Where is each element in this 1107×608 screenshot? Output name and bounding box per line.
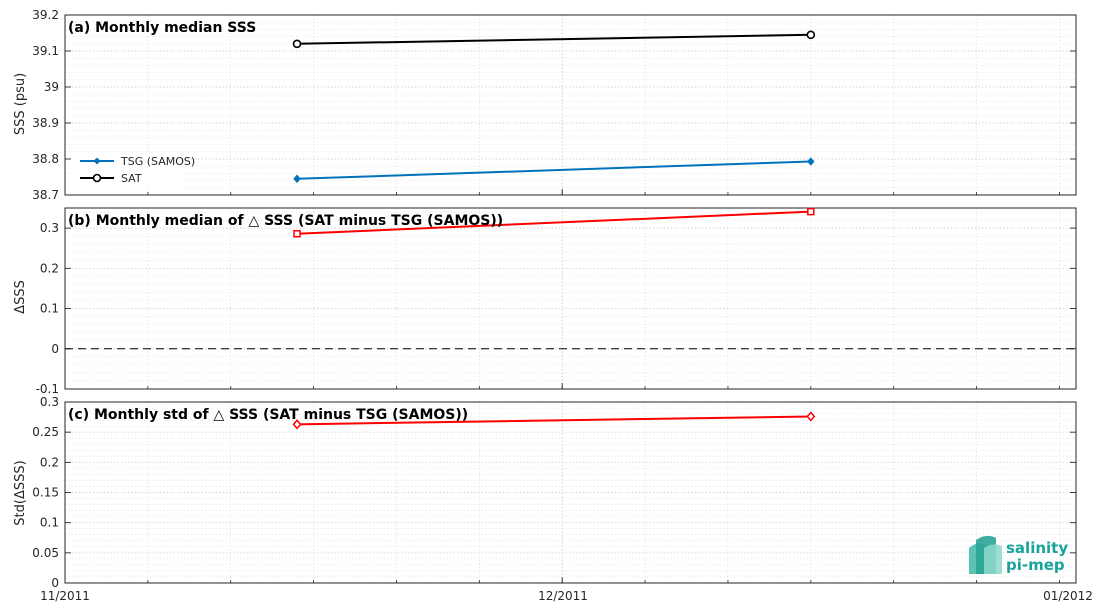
- legend-sat-marker: [92, 173, 102, 183]
- y-tick-label: 39: [44, 80, 59, 94]
- panel-c-ylabel: Std(ΔSSS): [13, 460, 28, 525]
- y-tick-label: 0.2: [40, 261, 59, 275]
- data-point: [292, 419, 302, 430]
- logo-line1: salinity: [1006, 539, 1068, 557]
- axes-box: [64, 14, 1077, 196]
- y-tick-label: 0: [51, 342, 59, 356]
- legend-sat-label: SAT: [121, 172, 142, 185]
- data-point: [807, 157, 815, 166]
- y-tick-label: 0.1: [40, 302, 59, 316]
- y-tick-label: 0.3: [40, 395, 59, 409]
- y-tick-label: -0.1: [36, 382, 59, 396]
- series-line-0: [296, 210, 811, 235]
- axes-box: [64, 401, 1077, 584]
- y-tick-label: 0: [51, 576, 59, 590]
- series-line-1: [297, 33, 811, 45]
- data-point: [293, 229, 301, 238]
- y-tick-label: 0.1: [40, 516, 59, 530]
- series-line-0: [297, 415, 811, 426]
- y-tick-label: 39.1: [32, 44, 59, 58]
- data-point: [292, 39, 302, 49]
- legend-tsg-label: TSG (SAMOS): [120, 155, 195, 168]
- y-tick-label: 0.25: [32, 425, 59, 439]
- panel-a-title: (a) Monthly median SSS: [68, 20, 256, 36]
- y-tick-label: 0.05: [32, 546, 59, 560]
- panel-a-ylabel: SSS (psu): [13, 73, 28, 135]
- panel-b-ylabel: ΔSSS: [13, 280, 28, 314]
- x-tick-label-1: 12/2011: [538, 589, 588, 603]
- data-point: [807, 207, 815, 216]
- panel-2: 0 0.05 0.1 0.15 0.2 0.25 0.3: [32, 395, 1077, 590]
- series-line-0: [296, 160, 811, 180]
- y-tick-label: 39.2: [32, 8, 59, 22]
- salinity-pi-mep-logo: salinity pi-mep: [969, 535, 1068, 574]
- legend-tsg-marker: [93, 157, 101, 165]
- panel-b-title: (b) Monthly median of △ SSS (SAT minus T…: [68, 213, 503, 229]
- x-tick-label-2: 01/2012: [1043, 589, 1093, 603]
- y-tick-label: 38.8: [32, 152, 59, 166]
- panel-1: -0.1 0 0.1 0.2 0.3: [36, 207, 1077, 396]
- panel-c-title: (c) Monthly std of △ SSS (SAT minus TSG …: [68, 407, 468, 423]
- x-tick-label-0: 11/2011: [40, 589, 90, 603]
- y-tick-label: 38.7: [32, 188, 59, 202]
- data-point: [806, 30, 816, 40]
- panel-0: 38.7 38.8 38.9 39 39.1 39.2: [32, 8, 1077, 202]
- axes-box: [64, 207, 1077, 390]
- y-tick-label: 0.2: [40, 455, 59, 469]
- logo-line2: pi-mep: [1006, 556, 1065, 574]
- data-point: [806, 411, 816, 422]
- y-tick-label: 38.9: [32, 116, 59, 130]
- data-point: [293, 174, 301, 184]
- y-tick-label: 0.15: [32, 486, 59, 500]
- chart-panels: 38.7 38.8 38.9 39 39.1 39.2 -0.1 0 0.1 0.2 0.3 0 0.0…: [32, 8, 1077, 590]
- legend: TSG (SAMOS) SAT: [72, 152, 195, 188]
- y-tick-label: 0.3: [40, 221, 59, 235]
